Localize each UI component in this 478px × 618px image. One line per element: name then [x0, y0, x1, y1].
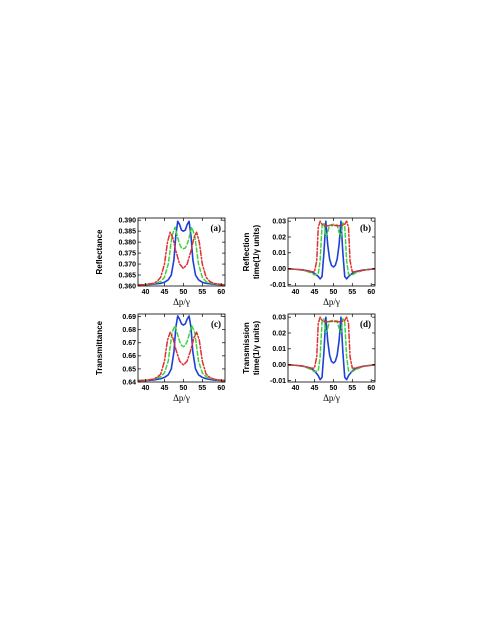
- series-line-3: [288, 220, 375, 273]
- y-tick-label: 0.66: [122, 353, 136, 360]
- y-axis-label: Transmission: [242, 322, 251, 374]
- x-tick-label: 55: [198, 289, 206, 296]
- x-tick-label: 40: [292, 385, 300, 392]
- x-tick-label: 60: [367, 385, 375, 392]
- x-tick-label: 45: [311, 289, 319, 296]
- x-tick-label: 50: [329, 385, 337, 392]
- x-tick-label: 45: [311, 385, 319, 392]
- y-tick-label: 0.03: [272, 315, 286, 322]
- y-tick-label: 0.65: [122, 366, 136, 373]
- x-axis-label: Δp/γ: [173, 297, 190, 307]
- series-line-3: [288, 316, 375, 369]
- series-line-2: [138, 226, 225, 286]
- plot-frame: [137, 217, 226, 287]
- x-axis-label: Δp/γ: [323, 297, 340, 307]
- y-tick-label: 0.68: [122, 327, 136, 334]
- plot-frame: [287, 313, 376, 383]
- y-axis-label: Transmittance: [95, 320, 104, 375]
- panel-label: (c): [211, 319, 221, 329]
- series-line-3: [138, 331, 225, 382]
- x-tick-label: 50: [329, 289, 337, 296]
- y-tick-label: 0.375: [118, 250, 136, 257]
- series-line-1: [288, 316, 375, 381]
- y-tick-label: 0.67: [122, 340, 136, 347]
- y-axis-label: time(1/γ units): [252, 321, 261, 376]
- series-line-2: [288, 221, 375, 276]
- chart-panel-4: 40 45 50 55 60 -0.01 0.00 0.01 0.02 0.03 Transmiss…: [242, 313, 376, 403]
- y-axis-label: Reflectance: [95, 229, 104, 274]
- y-tick-label: 0.02: [272, 330, 286, 337]
- y-tick-label: -0.01: [270, 282, 286, 289]
- plot-frame: [287, 217, 376, 287]
- y-tick-label: 0.01: [272, 250, 286, 257]
- series-line-3: [138, 231, 225, 286]
- y-tick-label: 0.00: [272, 266, 286, 273]
- x-tick-label: 50: [179, 289, 187, 296]
- y-axis-label: time(1/γ units): [252, 225, 261, 280]
- x-tick-label: 45: [161, 289, 169, 296]
- y-tick-label: 0.64: [122, 379, 136, 386]
- x-tick-label: 55: [348, 385, 356, 392]
- chart-panel-2: 40 45 50 55 60 -0.01 0.00 0.01 0.02 0.03 Reflectio…: [242, 217, 376, 307]
- y-tick-label: 0.00: [272, 362, 286, 369]
- y-tick-label: -0.01: [270, 378, 286, 385]
- y-tick-label: 0.69: [122, 314, 136, 321]
- series-line-1: [138, 315, 225, 382]
- y-tick-label: 0.370: [118, 261, 136, 268]
- panel-label: (a): [211, 223, 222, 233]
- x-tick-label: 40: [142, 385, 150, 392]
- y-tick-label: 0.380: [118, 240, 136, 247]
- x-tick-label: 55: [198, 385, 206, 392]
- x-axis-label: Δp/γ: [173, 393, 190, 403]
- series-line-2: [288, 317, 375, 373]
- y-tick-label: 0.385: [118, 229, 136, 236]
- panel-label: (b): [360, 223, 371, 233]
- y-tick-label: 0.01: [272, 346, 286, 353]
- y-tick-label: 0.365: [118, 272, 136, 279]
- plot-frame: [137, 313, 226, 383]
- chart-panel-3: 40 45 50 55 60 0.64 0.65 0.66 0.67 0.68 0.69 Transm…: [95, 313, 226, 403]
- x-tick-label: 50: [179, 385, 187, 392]
- y-tick-label: 0.360: [118, 283, 136, 290]
- x-tick-label: 45: [161, 385, 169, 392]
- y-tick-label: 0.02: [272, 234, 286, 241]
- panel-label: (d): [360, 319, 371, 329]
- series-line-1: [138, 220, 225, 286]
- x-tick-label: 60: [217, 385, 225, 392]
- chart-panel-1: 40 45 50 55 60 0.360 0.365 0.370 0.375 0.380 0.385…: [95, 217, 226, 307]
- y-tick-label: 0.03: [272, 219, 286, 226]
- y-tick-label: 0.390: [118, 218, 136, 225]
- x-tick-label: 60: [217, 289, 225, 296]
- series-line-2: [138, 325, 225, 382]
- x-tick-label: 60: [367, 289, 375, 296]
- x-tick-label: 55: [348, 289, 356, 296]
- x-tick-label: 40: [142, 289, 150, 296]
- x-axis-label: Δp/γ: [323, 393, 340, 403]
- x-tick-label: 40: [292, 289, 300, 296]
- y-axis-label: Reflection: [242, 233, 251, 272]
